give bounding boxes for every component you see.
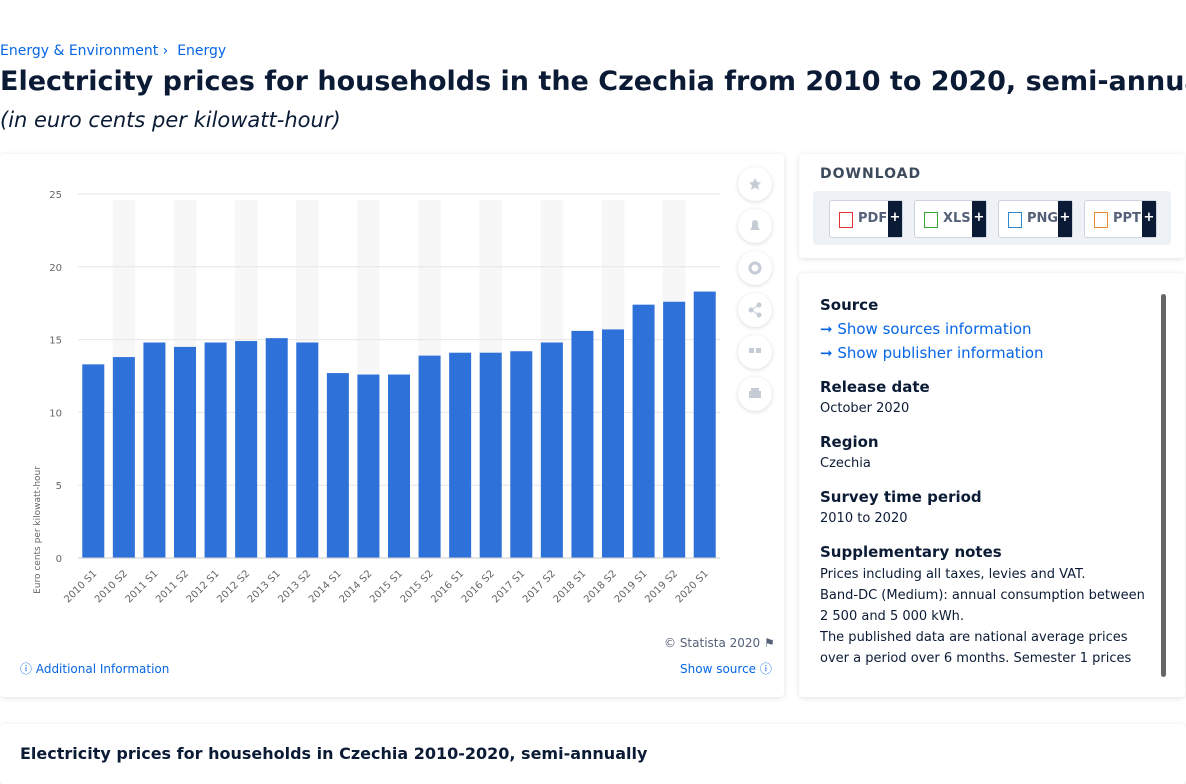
release-label: Release date — [820, 378, 930, 396]
note: The published data are national average … — [820, 630, 1132, 674]
bar — [326, 373, 349, 558]
bar — [235, 341, 258, 558]
share-button[interactable] — [738, 293, 772, 327]
file-icon — [1094, 212, 1108, 228]
download-label: PDF — [858, 211, 888, 226]
bar — [571, 330, 594, 558]
download-label: PNG — [1027, 211, 1059, 226]
cite-button[interactable] — [738, 335, 772, 369]
breadcrumb-link[interactable]: Energy & Environment — [0, 43, 159, 59]
source-label: Source — [820, 296, 879, 314]
copyright-text: © Statista 2020 — [664, 636, 761, 650]
region-label: Region — [820, 433, 879, 451]
bar — [601, 329, 625, 558]
period-value: 2010 to 2020 — [820, 511, 908, 526]
bar — [112, 357, 135, 558]
region-value: Czechia — [820, 456, 871, 471]
notes-label: Supplementary notes — [820, 543, 1002, 561]
chart: Euro cents per kilowatt-hour 0 5 10 15 20 25 2… — [33, 190, 720, 605]
bar — [82, 364, 105, 558]
bar — [296, 342, 319, 558]
bar — [357, 374, 380, 558]
period-label: Survey time period — [820, 488, 982, 506]
alert-button[interactable] — [738, 209, 772, 243]
y-axis-label: Euro cents per kilowatt-hour — [33, 466, 43, 594]
file-icon — [839, 212, 853, 228]
bar — [418, 355, 441, 558]
y-tick-label: 10 — [49, 408, 62, 419]
download-more[interactable]: + — [1058, 201, 1072, 237]
download-more[interactable]: + — [1142, 201, 1156, 237]
y-tick-label: 15 — [49, 336, 62, 347]
download-xls[interactable]: XLS + — [914, 200, 987, 238]
bar — [449, 352, 472, 558]
info-card — [799, 273, 1185, 697]
note: Prices including all taxes, levies and V… — [820, 567, 1086, 582]
bar — [479, 352, 502, 558]
bar — [632, 304, 655, 558]
page-title: Electricity prices for households in the… — [0, 66, 1186, 97]
page: Energy & Environment › Energy Electricit… — [0, 43, 1186, 763]
show-publisher-link[interactable]: ➞ Show publisher information — [820, 344, 1044, 362]
additional-info-link[interactable]: ⓘ Additional Information — [20, 662, 170, 676]
y-tick-label: 5 — [56, 481, 62, 492]
show-source-link[interactable]: Show source ⓘ — [680, 662, 772, 676]
bar — [204, 342, 227, 558]
bar — [510, 351, 533, 558]
y-tick-label: 20 — [49, 263, 62, 274]
settings-button[interactable] — [738, 251, 772, 285]
download-label: PPT — [1113, 211, 1141, 226]
bar — [143, 342, 166, 558]
breadcrumb: Energy & Environment › Energy — [0, 43, 227, 59]
additional-info-text: Additional Information — [35, 662, 170, 676]
show-publisher-text: Show publisher information — [837, 344, 1044, 362]
download-title: DOWNLOAD — [820, 166, 922, 182]
breadcrumb-link[interactable]: Energy — [177, 43, 227, 59]
bar — [663, 301, 686, 558]
y-tick-label: 25 — [49, 190, 62, 201]
file-icon — [1008, 212, 1022, 228]
show-source-text: Show source — [680, 662, 757, 676]
download-png[interactable]: PNG + — [998, 200, 1073, 238]
download-pdf[interactable]: PDF + — [829, 200, 903, 238]
print-button[interactable] — [738, 377, 772, 411]
download-ppt[interactable]: PPT + — [1084, 200, 1157, 238]
bar — [693, 291, 716, 558]
download-more[interactable]: + — [888, 201, 902, 237]
bar — [265, 338, 288, 558]
show-sources-text: Show sources information — [837, 320, 1032, 338]
note: Band-DC (Medium): annual consumption bet… — [820, 588, 1145, 624]
download-more[interactable]: + — [972, 201, 986, 237]
release-value: October 2020 — [820, 401, 910, 416]
file-icon — [924, 212, 938, 228]
show-sources-link[interactable]: ➞ Show sources information — [820, 320, 1032, 338]
bar — [387, 374, 411, 558]
scrollbar[interactable] — [1161, 294, 1166, 677]
bar — [173, 346, 197, 558]
bar — [540, 342, 563, 558]
notes: Prices including all taxes, levies and V… — [820, 564, 1150, 674]
download-label: XLS — [943, 211, 971, 226]
favorite-button[interactable] — [738, 167, 772, 201]
x-tick-label: 2020 S1 — [674, 568, 711, 605]
y-tick-label: 0 — [56, 554, 62, 565]
subtitle: (in euro cents per kilowatt-hour) — [0, 108, 341, 132]
copyright: © Statista 2020 ⚑ — [664, 636, 775, 650]
bottom-title: Electricity prices for households in Cze… — [20, 744, 648, 763]
